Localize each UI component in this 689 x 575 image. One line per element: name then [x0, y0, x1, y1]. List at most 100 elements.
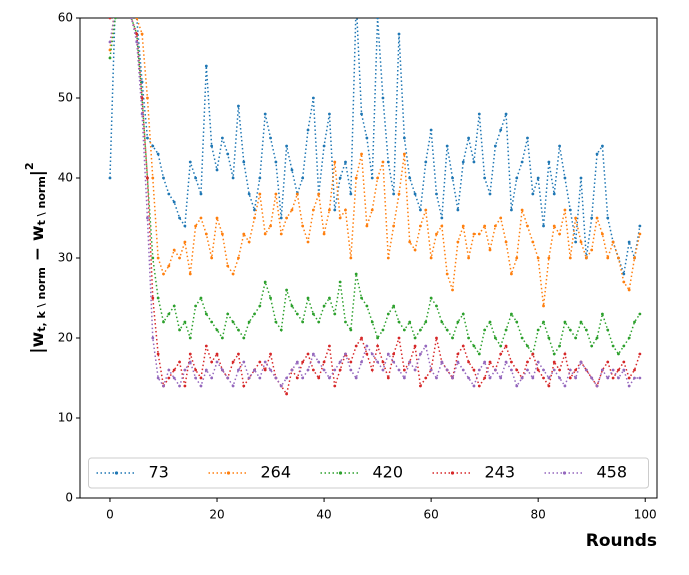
x-axis-label: Rounds	[586, 531, 657, 551]
point	[183, 224, 187, 228]
point	[590, 344, 594, 348]
point	[322, 360, 326, 364]
point	[552, 368, 556, 372]
point	[215, 168, 219, 172]
point	[386, 376, 390, 380]
point	[108, 56, 112, 60]
point	[188, 336, 192, 340]
point	[435, 232, 438, 236]
point	[601, 312, 604, 316]
point	[627, 240, 631, 244]
point	[263, 280, 267, 284]
point	[472, 344, 476, 348]
point	[172, 200, 176, 204]
point	[520, 376, 524, 380]
point	[135, 32, 139, 36]
point	[461, 160, 465, 164]
point	[151, 296, 155, 300]
point	[301, 176, 305, 180]
point	[386, 256, 390, 260]
point	[258, 360, 262, 364]
point	[595, 336, 599, 340]
point	[504, 328, 508, 332]
point	[392, 360, 396, 364]
point	[328, 344, 331, 348]
point	[440, 216, 444, 220]
point	[220, 232, 224, 236]
point	[151, 176, 155, 180]
point	[253, 216, 256, 220]
legend-marker	[114, 471, 119, 475]
point	[408, 176, 412, 180]
point	[125, 1, 128, 4]
point	[526, 224, 529, 228]
point	[274, 192, 278, 196]
point	[183, 240, 187, 244]
point	[456, 240, 460, 244]
series-line	[109, 18, 641, 356]
point	[568, 368, 572, 372]
point	[311, 312, 315, 316]
point	[595, 152, 599, 156]
point	[461, 368, 465, 372]
point	[483, 328, 487, 332]
point	[263, 112, 267, 116]
point	[151, 336, 155, 340]
point	[477, 352, 481, 356]
point	[349, 256, 353, 260]
point	[172, 248, 176, 252]
point	[633, 368, 636, 372]
point	[606, 328, 610, 332]
point	[531, 352, 535, 356]
point	[167, 376, 171, 380]
point	[419, 328, 422, 332]
legend-label: 420	[373, 463, 404, 482]
point	[178, 384, 181, 388]
legend-label: 264	[261, 463, 292, 482]
y-label-sub: t, k \ norm	[35, 267, 48, 332]
point	[472, 160, 476, 164]
y-label-part: |w	[28, 331, 48, 353]
point	[242, 160, 246, 164]
point	[386, 352, 390, 356]
point	[311, 208, 315, 212]
point	[125, 9, 128, 12]
point	[611, 344, 615, 348]
legend-marker	[338, 471, 343, 475]
point	[408, 320, 412, 324]
point	[510, 368, 513, 372]
point	[301, 360, 305, 364]
point	[365, 344, 369, 348]
point	[601, 368, 604, 372]
point	[413, 368, 417, 372]
point	[483, 360, 487, 364]
point	[547, 160, 551, 164]
point	[467, 360, 470, 364]
point	[504, 240, 508, 244]
point	[617, 256, 620, 260]
point	[461, 224, 465, 228]
point	[488, 360, 492, 364]
point	[526, 344, 529, 348]
point	[178, 256, 181, 260]
point	[531, 192, 535, 196]
point	[606, 360, 610, 364]
point	[552, 360, 556, 364]
point	[210, 256, 214, 260]
point	[424, 376, 428, 380]
point	[510, 312, 513, 316]
point	[397, 368, 401, 372]
point	[146, 96, 149, 100]
point	[451, 288, 454, 292]
point	[402, 136, 406, 140]
point	[295, 192, 299, 196]
point	[584, 328, 588, 332]
point	[536, 176, 540, 180]
point	[349, 368, 353, 372]
point	[547, 336, 551, 340]
point	[579, 320, 583, 324]
point	[531, 240, 535, 244]
point	[183, 368, 187, 372]
point	[226, 152, 230, 156]
point	[392, 192, 396, 196]
